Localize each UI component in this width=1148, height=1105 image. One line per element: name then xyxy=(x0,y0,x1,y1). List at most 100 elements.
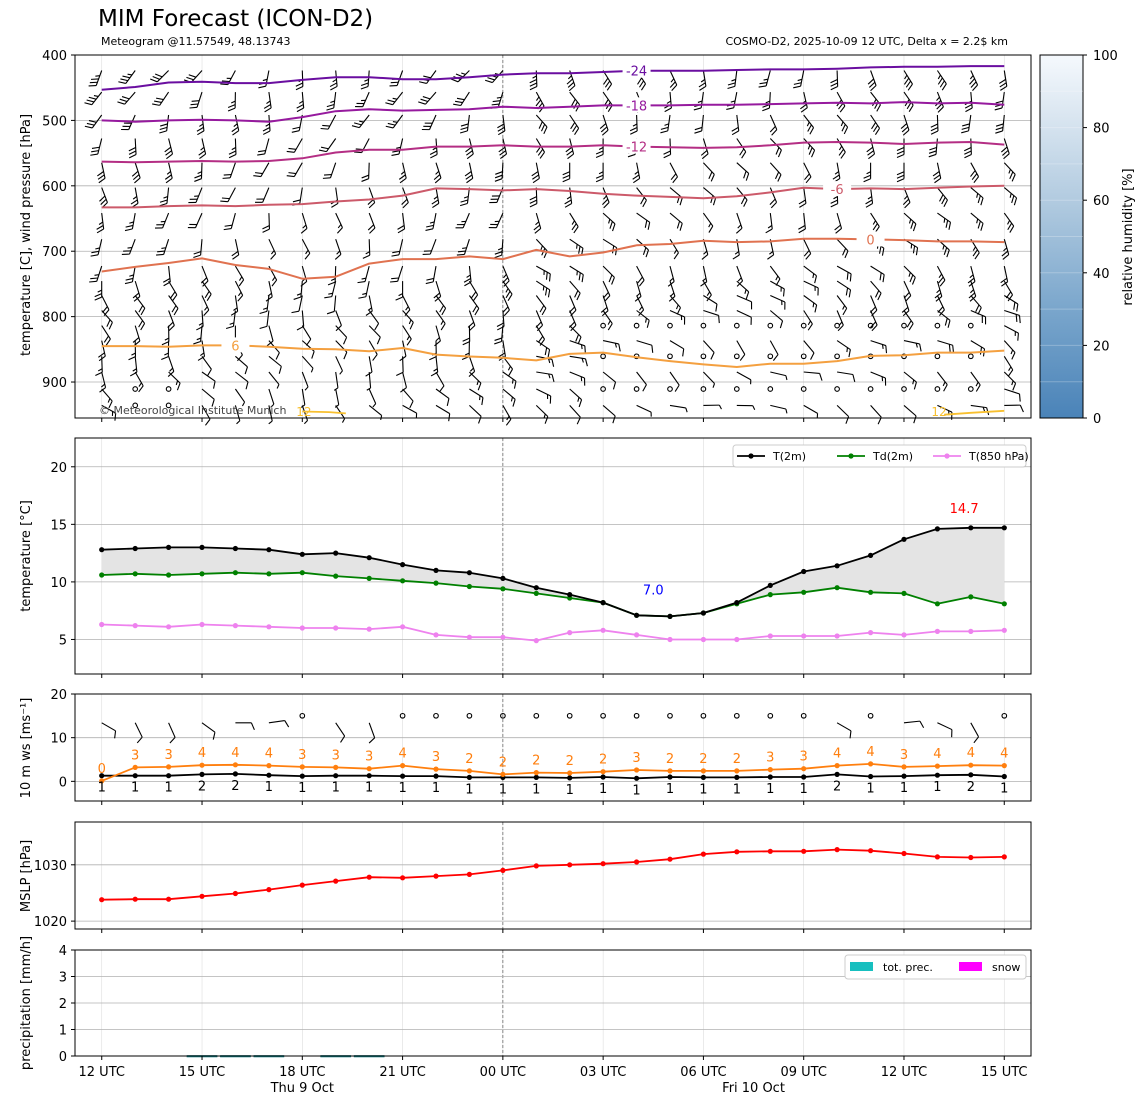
barb-half-flag xyxy=(576,270,578,276)
barb-staff xyxy=(201,310,204,327)
barb-flag xyxy=(798,225,806,230)
barb-flag xyxy=(798,199,806,205)
series-point xyxy=(801,633,807,639)
barb-flag xyxy=(565,146,573,153)
barb-staff xyxy=(870,138,876,155)
barb-half-flag xyxy=(903,195,908,200)
mslp-point xyxy=(299,882,305,888)
barb-staff xyxy=(669,187,683,199)
barb-flag xyxy=(367,198,374,205)
barb-flag xyxy=(203,309,210,317)
mean-wind-value-label: 1 xyxy=(332,781,340,796)
wind-barb xyxy=(431,187,440,208)
barb-flag xyxy=(117,101,125,105)
barb-flag xyxy=(896,153,905,159)
barb-flag xyxy=(365,371,373,377)
barb-staff xyxy=(101,388,113,402)
barb-flag xyxy=(799,202,807,208)
barb-flag xyxy=(494,254,502,259)
barb-flag xyxy=(1000,146,1008,153)
barb-staff xyxy=(602,91,613,106)
barb-flag xyxy=(207,368,212,377)
x-tick-label: 18 UTC xyxy=(279,1065,325,1080)
barb-flag xyxy=(564,203,572,208)
mslp-point xyxy=(199,893,205,899)
barb-flag xyxy=(255,201,263,203)
wind-barb xyxy=(124,213,136,232)
wind-barb xyxy=(220,70,236,86)
wind-series-point xyxy=(232,762,238,768)
barb-flag xyxy=(505,291,511,299)
wind-barb xyxy=(330,187,339,208)
barb-flag xyxy=(841,124,846,132)
wind-barb xyxy=(263,92,272,113)
barb-flag xyxy=(867,150,874,156)
wind-barb xyxy=(735,212,743,234)
barb-half-flag xyxy=(198,322,204,326)
barb-flag xyxy=(995,130,1003,134)
wind-barb xyxy=(803,238,812,260)
barb-staff xyxy=(803,114,814,128)
barb-half-flag xyxy=(241,401,246,407)
barb-flag xyxy=(134,177,141,184)
wind-series-point xyxy=(366,773,372,779)
mean-wind-value-label: 1 xyxy=(599,782,607,797)
barb-half-flag xyxy=(697,100,703,103)
barb-flag xyxy=(454,100,463,104)
series-point xyxy=(132,623,138,629)
barb-flag xyxy=(972,249,978,257)
barb-flag xyxy=(152,103,160,106)
barb-flag xyxy=(679,223,683,231)
series-point xyxy=(934,628,941,635)
barb-staff xyxy=(298,295,303,312)
barb-half-flag xyxy=(767,225,773,229)
calm-wind-marker xyxy=(901,353,907,360)
barb-staff xyxy=(1003,70,1008,87)
barb-half-flag xyxy=(1010,349,1014,355)
wind-barb xyxy=(803,265,818,284)
barb-flag xyxy=(132,174,140,181)
gust-value-label: 3 xyxy=(332,748,340,763)
barb-staff xyxy=(101,340,106,357)
barb-staff xyxy=(736,212,743,229)
wind-barb xyxy=(96,213,105,234)
barb-half-flag xyxy=(271,276,276,282)
barb-flag xyxy=(612,415,616,424)
barb-flag xyxy=(191,100,200,102)
barb-flag xyxy=(497,123,505,129)
barb-half-flag xyxy=(731,78,736,82)
barb-flag xyxy=(152,75,160,80)
wind-barb xyxy=(636,187,647,208)
wind-barb xyxy=(201,405,211,426)
barb-flag xyxy=(537,335,544,343)
barb-flag xyxy=(300,227,308,234)
series-point xyxy=(466,583,472,590)
barb-half-flag xyxy=(160,220,166,223)
barb-staff xyxy=(903,404,917,417)
barb-staff xyxy=(569,295,577,311)
barb-flag xyxy=(793,82,802,85)
barb-flag xyxy=(951,729,953,738)
barb-flag xyxy=(640,197,645,205)
barb-flag xyxy=(699,85,707,91)
barb-half-flag xyxy=(392,97,398,100)
barb-staff xyxy=(358,114,370,128)
barb-staff xyxy=(432,212,437,229)
legend-swatch xyxy=(850,962,873,971)
barb-half-flag xyxy=(577,397,580,402)
barb-half-flag xyxy=(166,171,171,175)
barb-flag xyxy=(224,224,233,227)
series-point xyxy=(567,592,573,598)
barb-staff xyxy=(194,212,203,228)
barb-staff xyxy=(903,340,920,345)
barb-half-flag xyxy=(1008,169,1011,174)
upper-air-frame xyxy=(74,54,1032,419)
wind-barb xyxy=(834,212,843,234)
barb-staff xyxy=(468,356,476,372)
wind-barb xyxy=(694,114,704,134)
wind-barb xyxy=(932,162,942,184)
calm-wind-marker xyxy=(132,402,139,409)
barb-flag xyxy=(100,198,107,205)
barb-flag xyxy=(910,221,914,229)
wind-barb xyxy=(334,388,340,408)
